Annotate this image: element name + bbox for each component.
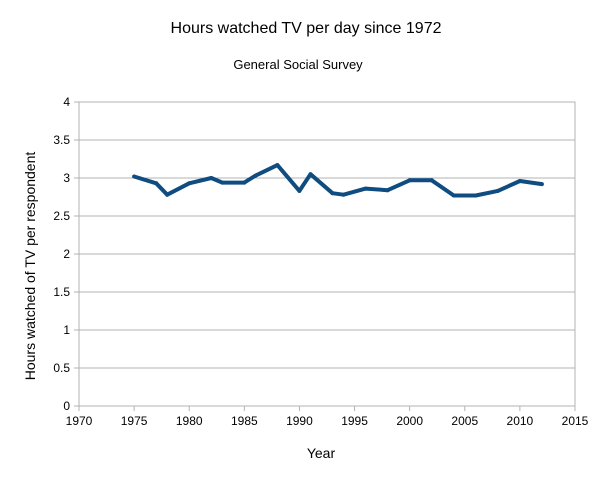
data-point xyxy=(330,191,335,196)
x-axis-label: Year xyxy=(307,445,336,461)
data-point xyxy=(308,172,313,177)
data-point xyxy=(517,179,522,183)
gridlines xyxy=(79,101,575,407)
data-point xyxy=(242,180,247,185)
y-tick-label: 4 xyxy=(63,95,70,109)
y-tick-label: 3.5 xyxy=(53,133,70,147)
x-tick-label: 1970 xyxy=(66,414,93,428)
y-tick-label: 2 xyxy=(63,247,70,261)
x-tick-label: 1985 xyxy=(231,414,258,428)
data-point xyxy=(220,180,225,185)
data-point xyxy=(165,192,170,197)
data-point xyxy=(407,178,412,183)
series-line xyxy=(133,163,543,198)
y-axis-ticks: 0 0.5 1 1.5 2 2.5 3 3.5 4 xyxy=(53,95,79,413)
x-tick-label: 1990 xyxy=(286,414,313,428)
data-point xyxy=(385,188,390,193)
y-tick-label: 0.5 xyxy=(53,361,70,375)
data-point xyxy=(275,163,280,168)
x-tick-label: 2010 xyxy=(507,414,534,428)
data-point xyxy=(154,181,159,186)
series-layer xyxy=(132,163,544,198)
data-point xyxy=(539,182,544,187)
data-point xyxy=(253,173,258,178)
x-tick-label: 1995 xyxy=(341,414,368,428)
data-point xyxy=(363,186,368,191)
data-point xyxy=(187,181,192,186)
data-point xyxy=(473,193,478,198)
y-tick-label: 1.5 xyxy=(53,285,70,299)
y-tick-label: 2.5 xyxy=(53,209,70,223)
data-point xyxy=(429,178,434,183)
data-point xyxy=(451,193,456,198)
data-point xyxy=(297,188,302,193)
y-tick-label: 1 xyxy=(63,323,70,337)
data-point xyxy=(132,174,137,179)
x-tick-label: 1980 xyxy=(176,414,203,428)
x-tick-label: 2005 xyxy=(451,414,478,428)
data-point xyxy=(341,192,346,197)
x-tick-label: 2015 xyxy=(562,414,589,428)
x-axis-ticks: 1970 1975 1980 1985 1990 1995 2000 2005 2010 2015 xyxy=(66,406,589,428)
chart-title: Hours watched TV per day since 1972 xyxy=(171,20,442,37)
x-tick-label: 1975 xyxy=(121,414,148,428)
x-tick-label: 2000 xyxy=(396,414,423,428)
y-tick-label: 0 xyxy=(63,399,70,413)
y-tick-label: 3 xyxy=(63,171,70,185)
y-axis-label: Hours watched of TV per respondent xyxy=(22,152,38,381)
data-point xyxy=(209,176,214,180)
chart-subtitle: General Social Survey xyxy=(233,57,363,72)
data-point xyxy=(495,188,500,193)
